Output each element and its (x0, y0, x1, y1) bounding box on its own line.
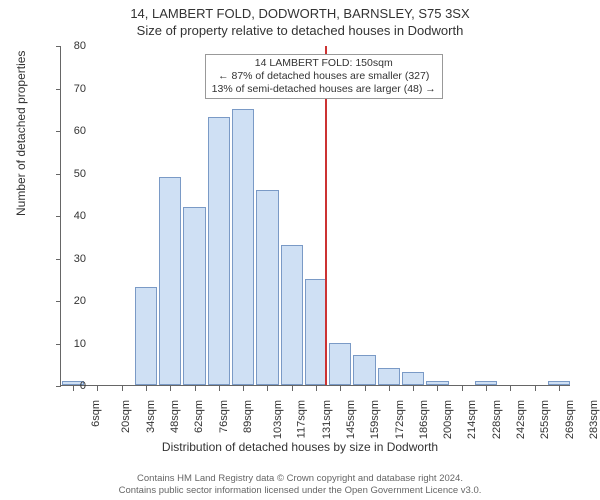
y-tick (56, 301, 61, 302)
x-tick-label: 159sqm (369, 400, 381, 439)
histogram-bar (159, 177, 181, 385)
x-tick (195, 385, 196, 391)
x-tick-label: 6sqm (90, 400, 102, 427)
x-tick-label: 62sqm (193, 400, 205, 433)
footer-line1: Contains HM Land Registry data © Crown c… (0, 473, 600, 484)
x-tick-label: 172sqm (394, 400, 406, 439)
callout-line1: 14 LAMBERT FOLD: 150sqm (212, 57, 436, 70)
y-tick (56, 174, 61, 175)
x-tick (170, 385, 171, 391)
x-tick (97, 385, 98, 391)
histogram-bar (353, 355, 375, 385)
x-tick (437, 385, 438, 391)
y-tick (56, 131, 61, 132)
x-tick-label: 228sqm (491, 400, 503, 439)
histogram-bar (329, 343, 351, 386)
y-tick-label: 10 (74, 338, 86, 350)
histogram-bar (281, 245, 303, 385)
x-tick-label: 145sqm (345, 400, 357, 439)
y-tick-label: 20 (74, 295, 86, 307)
histogram-bar (256, 190, 278, 386)
footer: Contains HM Land Registry data © Crown c… (0, 473, 600, 496)
callout-line2: ← 87% of detached houses are smaller (32… (212, 70, 436, 83)
x-tick (243, 385, 244, 391)
y-tick (56, 259, 61, 260)
x-tick-label: 89sqm (242, 400, 254, 433)
y-tick (56, 386, 61, 387)
y-tick-label: 50 (74, 168, 86, 180)
y-tick-label: 40 (74, 210, 86, 222)
x-tick-label: 200sqm (442, 400, 454, 439)
chart-container: 14, LAMBERT FOLD, DODWORTH, BARNSLEY, S7… (0, 0, 600, 500)
y-axis-label: Number of detached properties (14, 51, 28, 216)
x-tick-label: 117sqm (296, 400, 308, 438)
x-tick (510, 385, 511, 391)
x-tick (316, 385, 317, 391)
histogram-bar (232, 109, 254, 385)
x-tick-label: 255sqm (539, 400, 551, 439)
x-tick-label: 242sqm (515, 400, 527, 439)
x-tick (73, 385, 74, 391)
plot-area: 14 LAMBERT FOLD: 150sqm ← 87% of detache… (60, 46, 570, 386)
x-tick-label: 269sqm (564, 400, 576, 439)
y-tick-label: 80 (74, 40, 86, 52)
x-tick-label: 34sqm (145, 400, 157, 433)
y-tick (56, 216, 61, 217)
y-tick (56, 46, 61, 47)
x-tick (486, 385, 487, 391)
x-tick (559, 385, 560, 391)
x-tick (535, 385, 536, 391)
footer-line2: Contains public sector information licen… (0, 485, 600, 496)
histogram-bar (378, 368, 400, 385)
x-tick-label: 48sqm (169, 400, 181, 433)
x-axis-label: Distribution of detached houses by size … (0, 440, 600, 454)
title-block: 14, LAMBERT FOLD, DODWORTH, BARNSLEY, S7… (0, 0, 600, 38)
x-tick (340, 385, 341, 391)
x-tick-label: 20sqm (120, 400, 132, 433)
histogram-bar (402, 372, 424, 385)
x-tick (122, 385, 123, 391)
x-tick-label: 103sqm (272, 400, 284, 439)
callout-line3: 13% of semi-detached houses are larger (… (212, 83, 436, 96)
x-tick-label: 186sqm (418, 400, 430, 439)
histogram-bar (135, 287, 157, 385)
x-tick (146, 385, 147, 391)
y-tick-label: 70 (74, 83, 86, 95)
histogram-bar (208, 117, 230, 385)
y-tick-label: 30 (74, 253, 86, 265)
x-tick (413, 385, 414, 391)
x-tick (389, 385, 390, 391)
callout-box: 14 LAMBERT FOLD: 150sqm ← 87% of detache… (205, 54, 443, 99)
y-tick-label: 60 (74, 125, 86, 137)
x-tick (267, 385, 268, 391)
x-tick-label: 131sqm (321, 400, 333, 439)
x-tick (365, 385, 366, 391)
x-tick-label: 283sqm (588, 400, 600, 439)
x-tick (219, 385, 220, 391)
x-tick (292, 385, 293, 391)
chart-subtitle: Size of property relative to detached ho… (0, 23, 600, 38)
y-tick (56, 344, 61, 345)
x-tick (462, 385, 463, 391)
histogram-bar (183, 207, 205, 386)
x-tick-label: 214sqm (467, 400, 479, 439)
y-tick (56, 89, 61, 90)
x-tick-label: 76sqm (218, 400, 230, 433)
chart-title: 14, LAMBERT FOLD, DODWORTH, BARNSLEY, S7… (0, 6, 600, 21)
y-tick-label: 0 (80, 380, 86, 392)
